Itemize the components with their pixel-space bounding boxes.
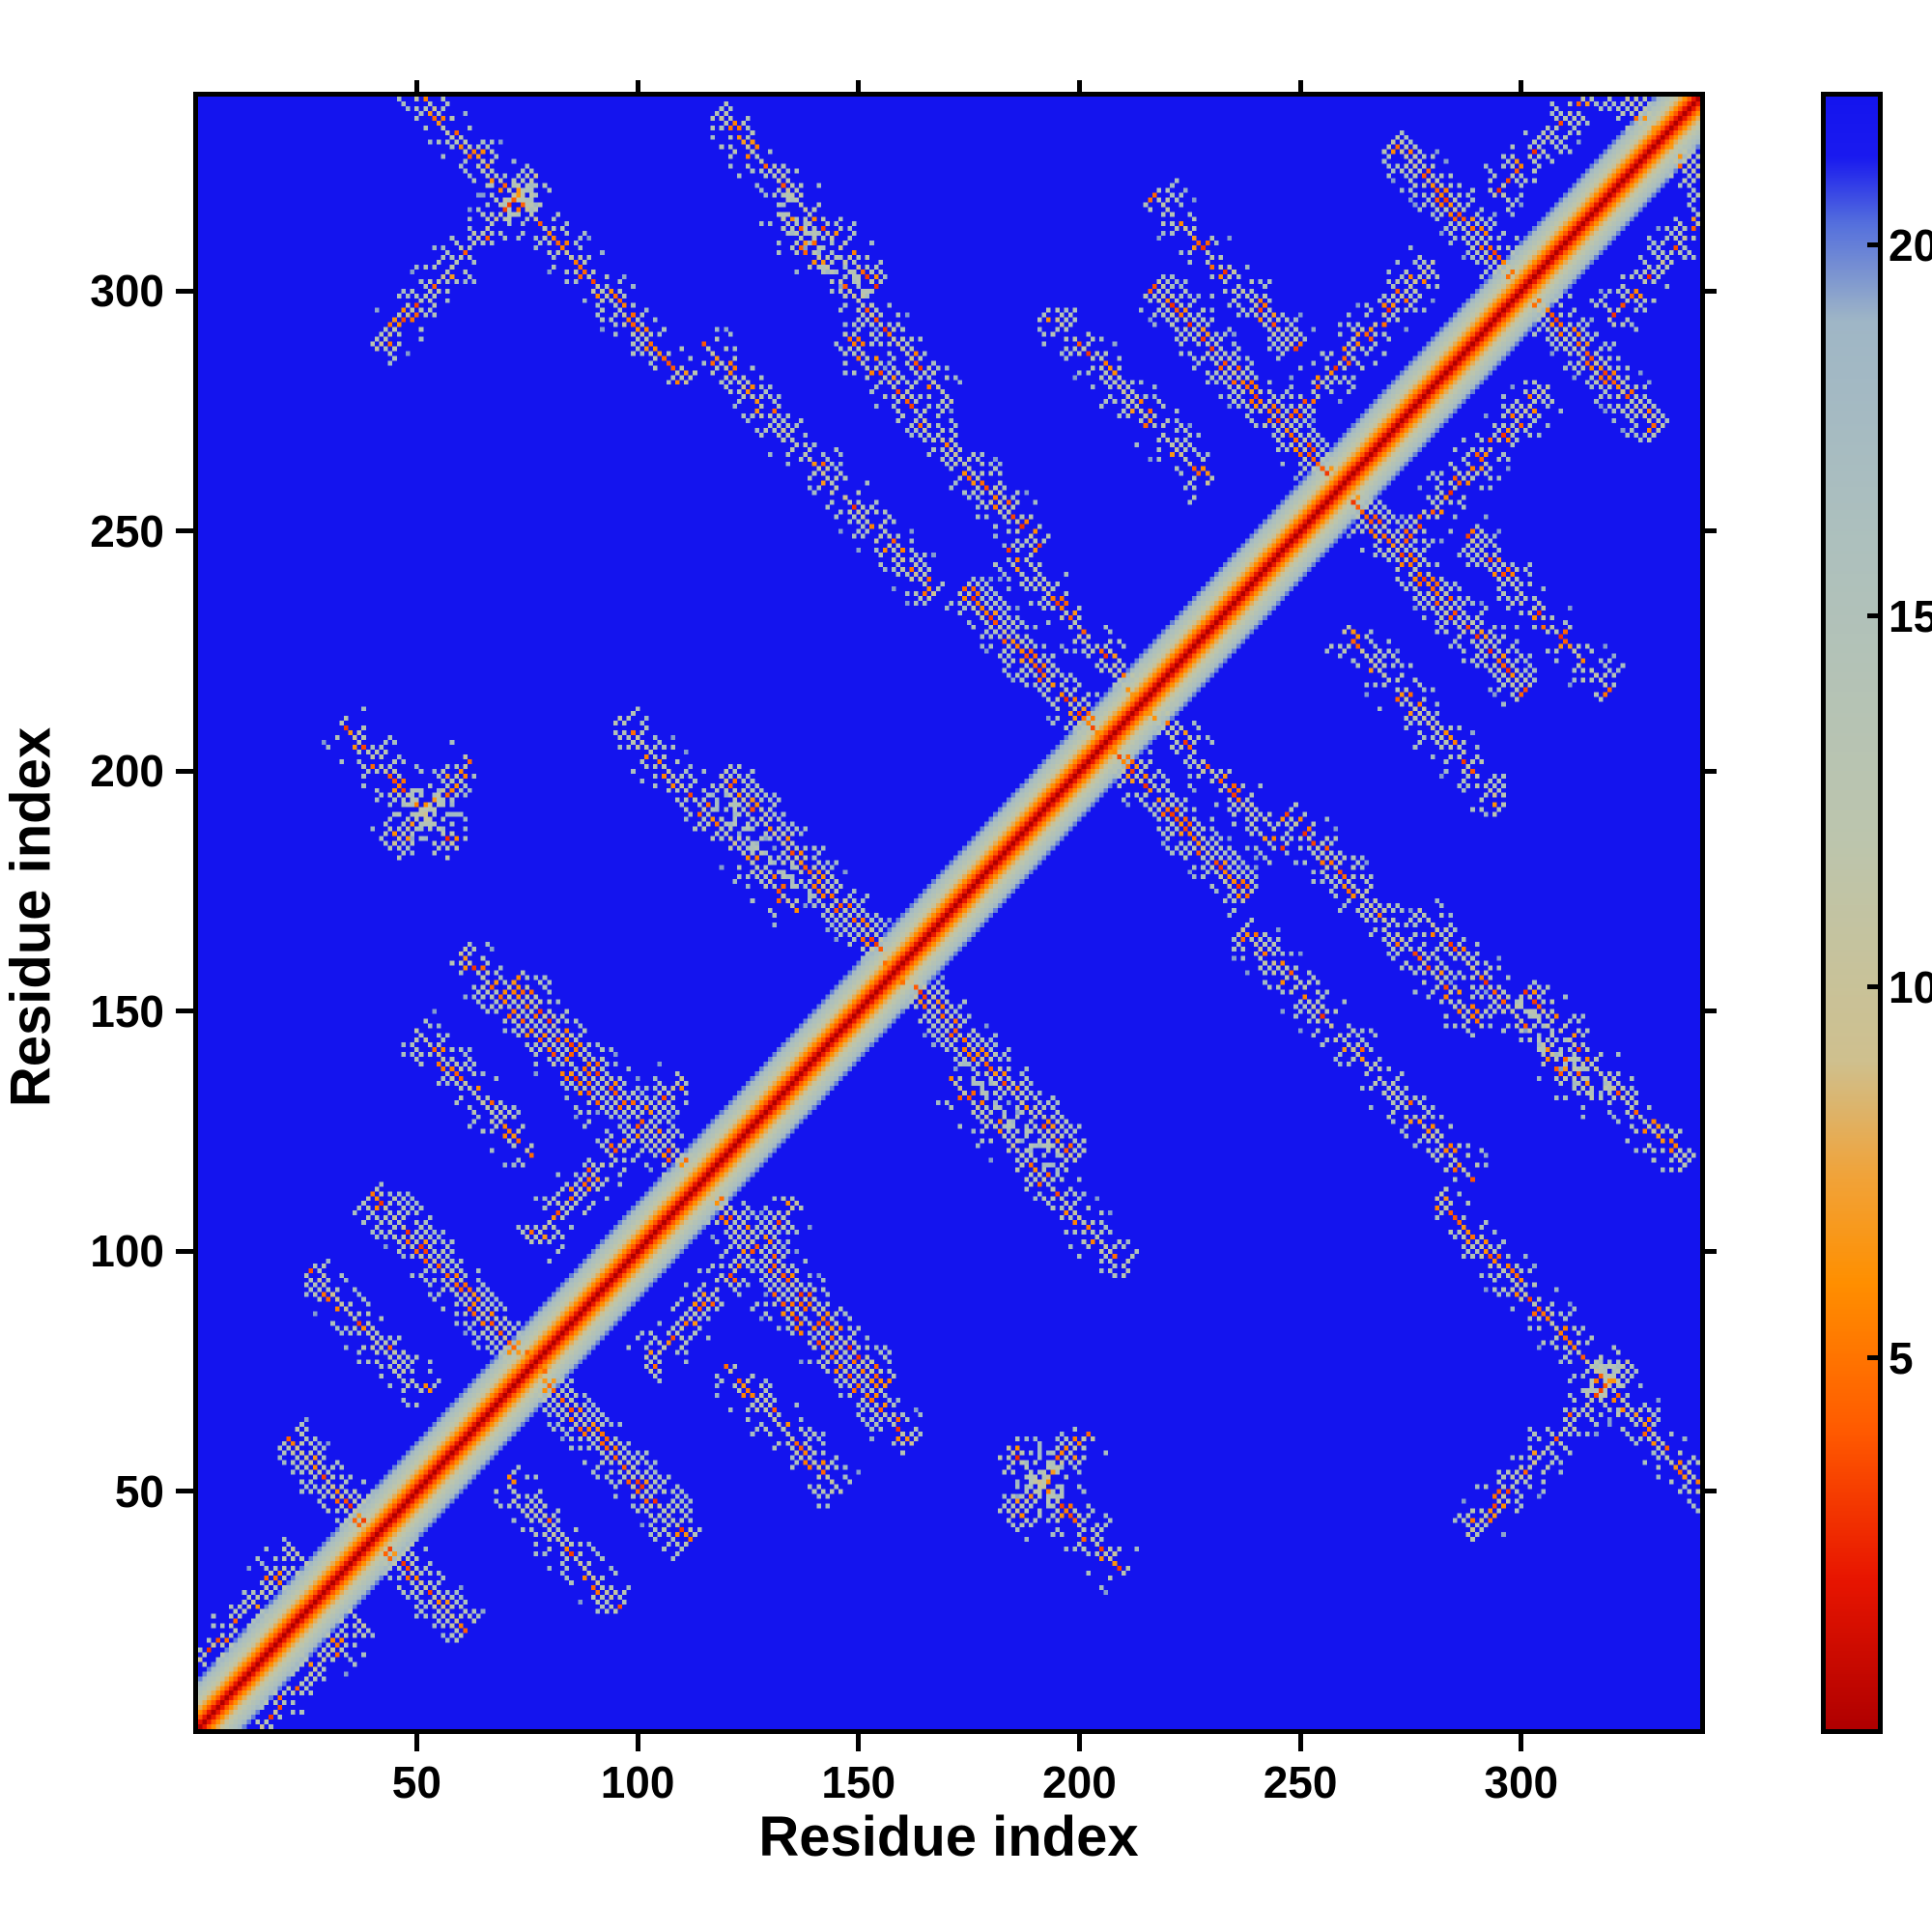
- x-axis-tick-mark: [413, 1734, 419, 1751]
- y-axis-tick-mark: [176, 1489, 193, 1494]
- y-axis-tick-label: 50: [114, 1465, 164, 1517]
- x-axis-tick-mark: [635, 1734, 640, 1751]
- x-axis-top-tick-mark: [1076, 80, 1082, 92]
- y-axis-tick-mark: [176, 768, 193, 774]
- x-axis-tick-label: 250: [1263, 1757, 1338, 1807]
- colorbar-tick-mark: [1867, 613, 1881, 619]
- colorbar-tick-label: 10: [1889, 961, 1932, 1012]
- heatmap-canvas: [198, 97, 1700, 1729]
- x-axis-top-tick-mark: [856, 80, 862, 92]
- x-axis-tick-label: 100: [600, 1757, 675, 1807]
- y-axis-tick-mark: [176, 1248, 193, 1254]
- x-axis-top-tick-mark: [1297, 80, 1303, 92]
- x-axis-tick-label: 150: [821, 1757, 896, 1807]
- x-axis-tick-label: 300: [1484, 1757, 1559, 1807]
- colorbar-canvas: [1826, 97, 1878, 1729]
- colorbar-tick-mark: [1867, 984, 1881, 990]
- x-axis-top-tick-mark: [635, 80, 640, 92]
- y-axis-tick-label: 150: [90, 985, 164, 1037]
- y-axis-right-tick-mark: [1705, 1009, 1717, 1014]
- x-axis-top-tick-mark: [1519, 80, 1524, 92]
- x-axis-top-tick-mark: [413, 80, 419, 92]
- y-axis-right-tick-mark: [1705, 1248, 1717, 1254]
- y-axis-tick-mark: [176, 1009, 193, 1014]
- colorbar-tick-mark: [1867, 1355, 1881, 1361]
- x-axis-tick-mark: [1297, 1734, 1303, 1751]
- heatmap-plot-area: [193, 92, 1705, 1734]
- y-axis-tick-label: 300: [90, 266, 164, 317]
- colorbar-tick-label: 15: [1889, 590, 1932, 641]
- y-axis-tick-mark: [176, 288, 193, 294]
- x-axis-tick-label: 50: [391, 1757, 441, 1807]
- y-axis-right-tick-mark: [1705, 288, 1717, 294]
- y-axis-right-tick-mark: [1705, 1489, 1717, 1494]
- y-axis-tick-mark: [176, 528, 193, 534]
- x-axis-tick-label: 200: [1042, 1757, 1117, 1807]
- x-axis-tick-mark: [1519, 1734, 1524, 1751]
- colorbar-tick-mark: [1867, 242, 1881, 248]
- y-axis-tick-label: 250: [90, 505, 164, 556]
- colorbar-tick-label: 20: [1889, 219, 1932, 270]
- y-axis-right-tick-mark: [1705, 528, 1717, 534]
- y-axis-right-tick-mark: [1705, 768, 1717, 774]
- colorbar: [1821, 92, 1883, 1734]
- x-axis-tick-mark: [856, 1734, 862, 1751]
- y-axis-tick-label: 100: [90, 1226, 164, 1277]
- colorbar-tick-label: 5: [1889, 1332, 1914, 1383]
- x-axis-tick-mark: [1076, 1734, 1082, 1751]
- x-axis-label: Residue index: [758, 1805, 1139, 1868]
- y-axis-label: Residue index: [0, 726, 63, 1108]
- y-axis-tick-label: 200: [90, 746, 164, 797]
